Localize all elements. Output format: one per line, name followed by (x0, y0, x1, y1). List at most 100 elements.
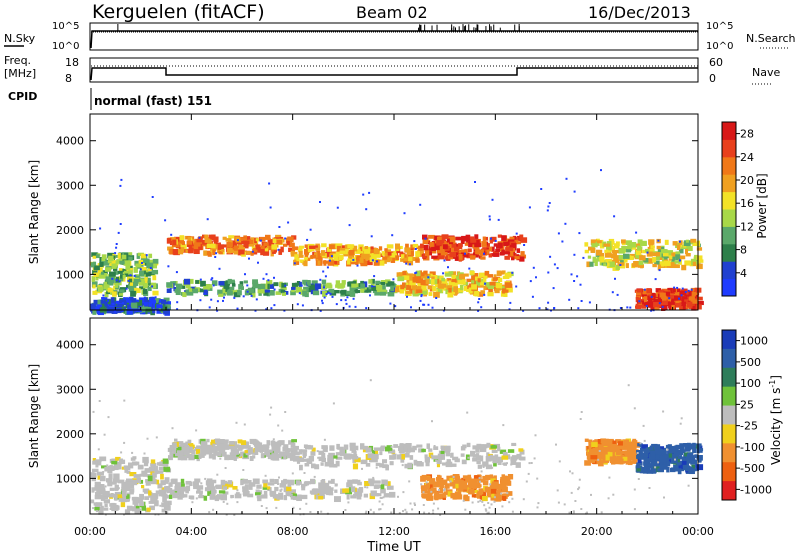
heatmap-cell (296, 303, 299, 306)
heatmap-cell (105, 267, 112, 272)
heatmap-cell (673, 456, 678, 460)
heatmap-cell (201, 452, 204, 454)
heatmap-cell (425, 250, 430, 256)
heatmap-cell (380, 291, 387, 296)
heatmap-cell (680, 417, 683, 420)
heatmap-cell (294, 282, 300, 286)
heatmap-cell (240, 237, 247, 242)
heatmap-cell (152, 275, 157, 281)
heatmap-cell (283, 495, 288, 501)
heatmap-cell (414, 504, 416, 506)
heatmap-cell (182, 446, 190, 452)
heatmap-cell (464, 252, 466, 255)
heatmap-cell (374, 289, 381, 296)
heatmap-cell (441, 479, 448, 486)
heatmap-cell (186, 240, 193, 245)
heatmap-cell (140, 266, 147, 271)
heatmap-cell (162, 496, 167, 503)
heatmap-cell (427, 276, 430, 279)
heatmap-cell (471, 481, 478, 485)
heatmap-cell (597, 439, 601, 444)
heatmap-cell (448, 271, 454, 275)
heatmap-cell (535, 276, 537, 279)
heatmap-cell (431, 455, 439, 460)
heatmap-cell (150, 459, 156, 464)
heatmap-cell (434, 496, 439, 501)
heatmap-cell (360, 445, 367, 450)
heatmap-cell (472, 244, 476, 249)
heatmap-cell (169, 451, 173, 456)
heatmap-cell (425, 481, 428, 484)
heatmap-cell (482, 496, 488, 502)
heatmap-cell (266, 440, 271, 446)
heatmap-cell (367, 453, 374, 459)
heatmap-cell (366, 289, 372, 293)
heatmap-cell (697, 300, 704, 306)
heatmap-cell (273, 276, 275, 279)
heatmap-cell (176, 301, 179, 304)
heatmap-cell (500, 492, 503, 495)
heatmap-cell (529, 280, 532, 283)
heatmap-cell (138, 281, 144, 286)
heatmap-cell (636, 462, 640, 466)
heatmap-cell (480, 290, 486, 295)
heatmap-cell (316, 250, 321, 257)
heatmap-cell (267, 279, 270, 282)
heatmap-cell (598, 450, 601, 452)
heatmap-cell (472, 483, 477, 487)
heatmap-cell (635, 255, 640, 259)
heatmap-cell (444, 485, 448, 491)
heatmap-cell (400, 443, 407, 449)
heatmap-cell (636, 465, 641, 472)
heatmap-cell (210, 278, 213, 281)
heatmap-cell (92, 468, 99, 473)
heatmap-cell (420, 272, 425, 277)
heatmap-cell (212, 453, 216, 460)
heatmap-cell (220, 494, 228, 501)
heatmap-cell (640, 264, 645, 268)
heatmap-cell (329, 481, 332, 484)
heatmap-cell (646, 251, 653, 257)
heatmap-cell (218, 439, 225, 444)
heatmap-cell (346, 494, 350, 500)
heatmap-cell (670, 458, 678, 464)
heatmap-cell (227, 278, 232, 285)
heatmap-cell (445, 273, 452, 277)
heatmap-cell (423, 303, 426, 306)
heatmap-cell (106, 478, 113, 483)
heatmap-cell (462, 485, 466, 489)
heatmap-cell (286, 486, 292, 492)
heatmap-cell (466, 253, 474, 259)
heatmap-cell (404, 508, 407, 511)
heatmap-cell (464, 248, 468, 255)
heatmap-cell (393, 250, 397, 256)
heatmap-cell (286, 240, 290, 246)
heatmap-cell (91, 487, 95, 493)
heatmap-cell (304, 251, 309, 258)
heatmap-cell (683, 457, 691, 464)
heatmap-cell (674, 445, 679, 451)
heatmap-cell (409, 502, 412, 505)
heatmap-cell (350, 486, 356, 493)
heatmap-cell (144, 468, 151, 473)
heatmap-cell (306, 458, 313, 465)
heatmap-cell (398, 512, 401, 514)
heatmap-cell (643, 457, 651, 463)
heatmap-cell (274, 479, 279, 485)
heatmap-cell (477, 493, 481, 499)
heatmap-cell (278, 226, 281, 228)
heatmap-cell (684, 444, 692, 451)
heatmap-cell (691, 443, 697, 448)
heatmap-cell (284, 284, 287, 287)
heatmap-cell (254, 309, 257, 312)
heatmap-cell (659, 457, 667, 463)
heatmap-cell (141, 262, 143, 264)
heatmap-cell (249, 456, 254, 461)
heatmap-cell (685, 253, 691, 257)
heatmap-cell (207, 286, 213, 291)
velocity-colorbar-label-sup: -1 (768, 380, 777, 388)
heatmap-cell (336, 443, 340, 450)
heatmap-cell (631, 446, 637, 451)
heatmap-cell (519, 256, 525, 262)
heatmap-cell (166, 487, 171, 494)
